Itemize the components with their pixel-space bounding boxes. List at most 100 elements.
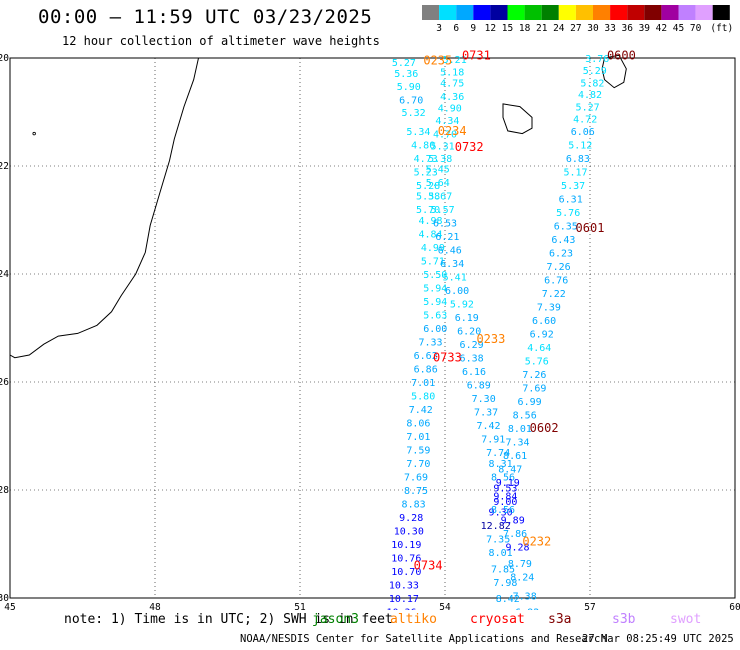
wave-height-label: 5.70	[416, 205, 440, 216]
wave-height-label: 3.76	[585, 54, 609, 65]
color-swatch	[439, 5, 457, 20]
wave-height-label: 7.34	[505, 437, 529, 448]
color-swatch	[456, 5, 474, 20]
wave-height-label: 10.30	[394, 527, 424, 538]
lon-tick-label: 45	[4, 602, 15, 610]
wave-height-label: 6.99	[518, 397, 542, 408]
wave-height-label: 8.42	[496, 594, 520, 605]
wave-height-label: 12.82	[481, 521, 511, 532]
wave-height-label: 7.30	[472, 394, 496, 405]
wave-height-label: 5.29	[583, 66, 607, 77]
page-subtitle: 12 hour collection of altimeter wave hei…	[62, 34, 380, 48]
wave-height-label: 6.46	[438, 246, 462, 257]
wave-height-label: 6.82	[515, 608, 539, 611]
wave-height-label: 6.16	[462, 367, 486, 378]
wave-height-label: 5.50	[423, 270, 447, 281]
color-scale-label: 15	[502, 23, 513, 34]
wave-height-label: 5.82	[580, 78, 604, 89]
wave-height-label: 7.86	[503, 529, 527, 540]
color-swatch	[473, 5, 491, 20]
color-scale-label: 27	[570, 23, 581, 34]
wave-height-label: 5.76	[525, 356, 549, 367]
wave-height-label: 7.69	[522, 383, 546, 394]
wave-height-label: 5.67	[428, 192, 452, 203]
wave-height-label: 6.70	[399, 96, 423, 107]
color-scale-label: 3	[436, 23, 442, 34]
lat-tick-label: -20	[0, 53, 9, 64]
wave-height-label: 8.31	[489, 459, 513, 470]
wave-height-label: 5.64	[426, 178, 450, 189]
wave-height-label: 10.36	[386, 608, 416, 611]
wave-height-label: 6.19	[455, 313, 479, 324]
color-swatch	[678, 5, 696, 20]
color-scale-label: 6	[453, 23, 459, 34]
wave-height-label: 4.75	[440, 78, 464, 89]
wave-height-label: 8.01	[508, 424, 532, 435]
wave-height-label: 7.42	[409, 405, 433, 416]
wave-height-label: 9.00	[493, 497, 517, 508]
pass-time-label: 0731	[462, 48, 491, 62]
wave-height-map: 454851545760-20-22-24-26-28-305.275.365.…	[0, 48, 740, 611]
pass-time-label: 0601	[576, 221, 605, 235]
wave-height-label: 5.31	[431, 142, 455, 153]
legend-altiko: altiko	[390, 612, 437, 627]
wave-height-label: 7.69	[404, 473, 428, 484]
legend-swot: swot	[670, 612, 702, 627]
wave-height-label: 10.70	[391, 567, 421, 578]
wave-height-label: 9.84	[493, 491, 517, 502]
wave-height-label: 6.00	[445, 286, 469, 297]
color-scale-label: 39	[639, 23, 651, 34]
wave-height-label: 5.34	[406, 127, 430, 138]
wave-height-label: 4.99	[421, 243, 445, 254]
color-scale-label: 24	[553, 23, 565, 34]
wave-height-label: 5.18	[440, 68, 464, 79]
color-swatch	[490, 5, 508, 20]
wave-height-label: 6.38	[460, 354, 484, 365]
wave-height-label: 7.42	[476, 421, 500, 432]
color-swatch	[422, 5, 440, 20]
wave-height-label: 7.59	[406, 446, 430, 457]
mauritius-coastline	[601, 54, 627, 89]
pass-time-label: 0233	[476, 332, 505, 346]
color-swatch	[712, 5, 730, 20]
wave-height-label: 7.01	[406, 432, 430, 443]
color-scale-label: 70	[690, 23, 702, 34]
wave-height-label: 4.70	[433, 130, 457, 141]
color-scale-label: 45	[673, 23, 684, 34]
color-scale-unit: (ft)	[710, 23, 733, 34]
lat-tick-label: -22	[0, 161, 9, 172]
wave-height-label: 6.76	[544, 275, 568, 286]
wave-height-label: 5.17	[563, 167, 587, 178]
color-scale-label: 30	[587, 23, 599, 34]
color-scale-label: 21	[536, 23, 548, 34]
color-swatch	[610, 5, 628, 20]
color-swatch	[661, 5, 679, 20]
color-scale-label: 12	[485, 23, 496, 34]
wave-height-label: 8.01	[489, 548, 513, 559]
wave-height-label: 5.76	[556, 208, 580, 219]
color-swatch	[541, 5, 559, 20]
pass-time-label: 0734	[414, 559, 443, 573]
wave-height-label: 7.91	[481, 435, 505, 446]
wave-height-label: 6.34	[440, 259, 464, 270]
wave-height-label: 7.39	[537, 302, 561, 313]
credit-text: NOAA/NESDIS Center for Satellite Applica…	[240, 633, 607, 645]
wave-height-label: 6.21	[435, 232, 459, 243]
wave-height-label: 7.98	[493, 578, 517, 589]
wave-height-label: 5.23	[414, 167, 438, 178]
wave-height-label: 7.74	[486, 448, 510, 459]
wave-height-label: 7.35	[486, 535, 510, 546]
wave-height-label: 9.89	[501, 516, 525, 527]
wave-height-label: 4.82	[578, 90, 602, 101]
wave-height-label: 5.27	[392, 58, 416, 69]
footer-note: note: 1) Time is in UTC; 2) SWH is in fe…	[64, 612, 393, 627]
wave-height-label: 8.24	[510, 572, 534, 583]
map-frame	[9, 57, 736, 599]
color-swatch	[507, 5, 525, 20]
wave-height-label: 7.22	[542, 289, 566, 300]
wave-height-label: 9.53	[493, 483, 517, 494]
pass-time-label: 0234	[438, 124, 467, 138]
wave-height-label: 5.38	[428, 154, 452, 165]
color-swatch	[593, 5, 611, 20]
wave-height-label: 6.62	[414, 351, 438, 362]
